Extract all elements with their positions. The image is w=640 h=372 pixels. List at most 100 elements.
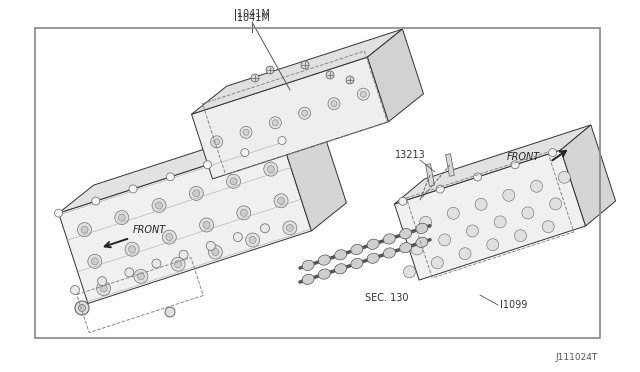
Polygon shape <box>191 29 403 114</box>
Circle shape <box>357 88 369 100</box>
Circle shape <box>227 174 241 188</box>
Circle shape <box>81 226 88 233</box>
Circle shape <box>273 120 278 126</box>
Text: I1041M: I1041M <box>234 13 270 23</box>
Circle shape <box>234 232 243 241</box>
Text: FRONT: FRONT <box>133 225 166 235</box>
Circle shape <box>260 224 269 233</box>
Circle shape <box>241 149 249 157</box>
Circle shape <box>558 171 570 183</box>
Circle shape <box>171 257 185 271</box>
Circle shape <box>474 173 482 181</box>
Circle shape <box>129 185 137 193</box>
Ellipse shape <box>302 274 314 285</box>
Circle shape <box>475 198 487 210</box>
Circle shape <box>166 173 174 181</box>
Circle shape <box>511 161 519 169</box>
Circle shape <box>200 218 214 232</box>
Circle shape <box>243 129 249 135</box>
Circle shape <box>129 246 136 253</box>
Ellipse shape <box>351 259 363 269</box>
Circle shape <box>269 117 282 129</box>
Circle shape <box>249 237 256 244</box>
Circle shape <box>100 285 107 292</box>
Bar <box>35 28 600 338</box>
Circle shape <box>152 199 166 212</box>
Circle shape <box>550 198 562 210</box>
Circle shape <box>79 305 86 311</box>
Circle shape <box>75 301 89 315</box>
Circle shape <box>331 101 337 107</box>
Circle shape <box>240 126 252 138</box>
Polygon shape <box>445 154 454 176</box>
Text: I1041M: I1041M <box>234 9 270 19</box>
Circle shape <box>209 245 222 259</box>
Circle shape <box>211 136 223 148</box>
Circle shape <box>138 273 145 280</box>
Circle shape <box>214 139 220 145</box>
Polygon shape <box>282 112 346 231</box>
Circle shape <box>431 257 444 269</box>
Polygon shape <box>191 57 388 179</box>
Ellipse shape <box>383 248 396 258</box>
Circle shape <box>98 277 107 286</box>
Circle shape <box>515 230 527 242</box>
Circle shape <box>189 186 204 201</box>
Circle shape <box>278 197 285 204</box>
Circle shape <box>548 149 557 157</box>
Circle shape <box>97 281 111 295</box>
Circle shape <box>346 76 354 84</box>
Text: J111024T: J111024T <box>556 353 598 362</box>
Ellipse shape <box>335 250 347 260</box>
Circle shape <box>230 178 237 185</box>
Circle shape <box>125 268 134 277</box>
Circle shape <box>286 224 293 231</box>
Circle shape <box>299 107 310 119</box>
Text: FRONT: FRONT <box>507 152 540 162</box>
Circle shape <box>278 137 286 144</box>
Circle shape <box>264 162 278 176</box>
Polygon shape <box>394 125 591 204</box>
Circle shape <box>92 258 99 265</box>
Circle shape <box>125 242 139 256</box>
Circle shape <box>156 202 163 209</box>
Circle shape <box>459 248 471 260</box>
Text: 13213: 13213 <box>395 150 426 160</box>
Circle shape <box>77 223 92 237</box>
Ellipse shape <box>416 223 428 234</box>
Text: SEC. 130: SEC. 130 <box>365 293 409 303</box>
Circle shape <box>54 209 63 217</box>
Circle shape <box>411 243 423 255</box>
Circle shape <box>467 225 479 237</box>
Ellipse shape <box>367 239 379 249</box>
Ellipse shape <box>399 228 412 239</box>
Circle shape <box>301 61 309 69</box>
Circle shape <box>283 221 297 235</box>
Ellipse shape <box>335 264 347 274</box>
Circle shape <box>266 66 274 74</box>
Circle shape <box>301 110 308 116</box>
Circle shape <box>203 221 210 228</box>
Circle shape <box>436 185 444 193</box>
Ellipse shape <box>302 260 314 270</box>
Circle shape <box>70 285 79 295</box>
Circle shape <box>268 166 275 173</box>
Polygon shape <box>394 150 586 280</box>
Polygon shape <box>367 29 424 122</box>
Ellipse shape <box>367 253 379 263</box>
Circle shape <box>166 234 173 241</box>
Ellipse shape <box>399 243 412 253</box>
Circle shape <box>522 207 534 219</box>
Ellipse shape <box>416 237 428 247</box>
Circle shape <box>251 74 259 82</box>
Circle shape <box>494 216 506 228</box>
Circle shape <box>134 269 148 283</box>
Polygon shape <box>426 164 435 186</box>
Circle shape <box>237 206 251 220</box>
Circle shape <box>163 230 176 244</box>
Circle shape <box>399 197 407 205</box>
Circle shape <box>503 189 515 201</box>
Circle shape <box>420 216 431 228</box>
Circle shape <box>240 209 247 217</box>
Polygon shape <box>59 112 317 213</box>
